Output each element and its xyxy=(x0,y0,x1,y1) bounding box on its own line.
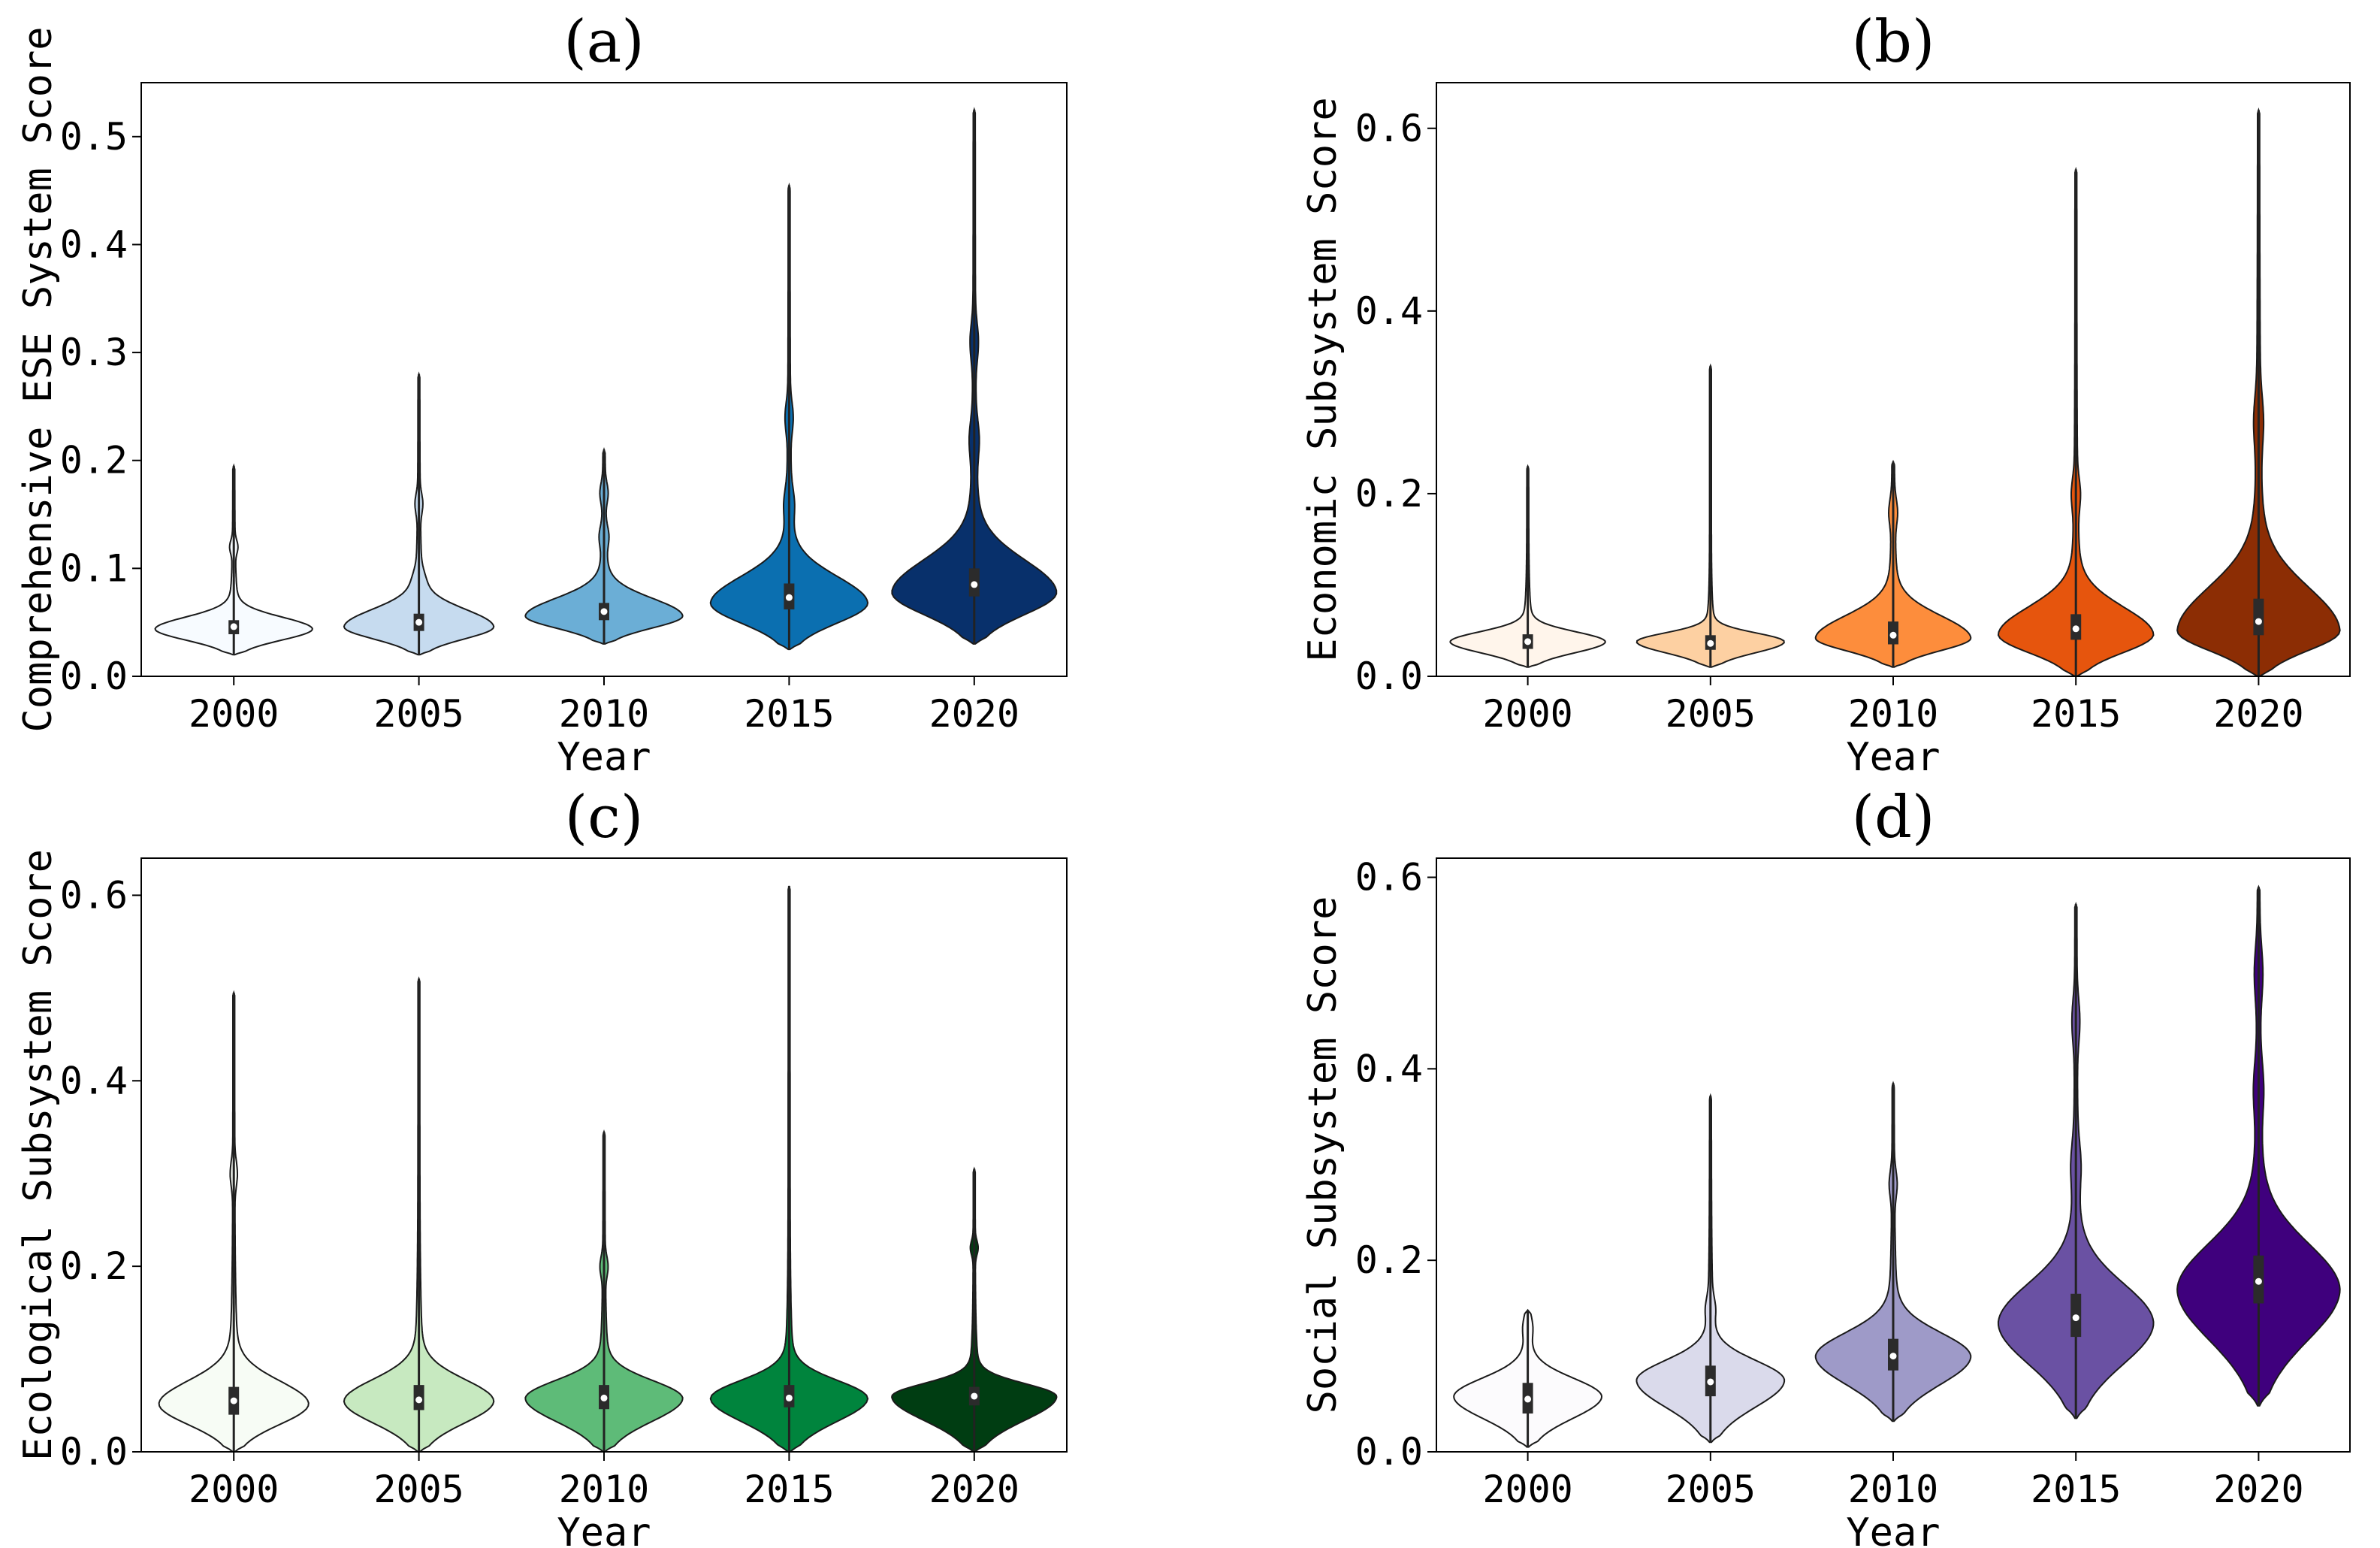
x-tick-label: 2010 xyxy=(559,1468,649,1511)
y-tick-label: 0.2 xyxy=(1355,1238,1423,1282)
median-marker-2020 xyxy=(971,1392,978,1400)
x-tick-label: 2000 xyxy=(1482,1468,1572,1511)
chart-panel-c: (c) 0.0 0.2 0.4 0.6 2000 2005 2010 2015 2020 Year E… xyxy=(16,784,1068,1548)
y-axis-label: Comprehensive ESE System Score xyxy=(16,26,61,732)
median-marker-2020 xyxy=(971,581,978,588)
y-axis-label: Social Subsystem Score xyxy=(1300,896,1346,1414)
iqr-box-2020 xyxy=(2253,598,2264,636)
chart-panel-d: (d) 0.0 0.2 0.4 0.6 2000 2005 2010 2015 2020 Year S… xyxy=(1300,784,2351,1548)
median-marker-2015 xyxy=(2072,1314,2079,1322)
median-marker-2020 xyxy=(2255,618,2262,625)
median-marker-2010 xyxy=(1889,1353,1897,1360)
median-marker-2005 xyxy=(415,618,423,626)
chart-title: (c) xyxy=(565,784,644,851)
y-tick-label: 0.4 xyxy=(1355,289,1423,333)
chart-title: (b) xyxy=(1852,8,1935,76)
y-tick-label: 0.4 xyxy=(60,222,128,266)
chart-panel-a: (a) 0.0 0.1 0.2 0.3 0.4 0.5 2000 2005 2010 2015 202… xyxy=(16,8,1068,780)
y-tick-label: 0.6 xyxy=(1355,855,1423,899)
y-axis-label: Economic Subsystem Score xyxy=(1300,97,1346,661)
y-tick-label: 0.0 xyxy=(60,1430,128,1474)
median-marker-2015 xyxy=(785,1394,793,1401)
x-tick-label: 2010 xyxy=(559,692,649,736)
median-marker-2005 xyxy=(415,1396,423,1404)
median-marker-2010 xyxy=(1889,631,1897,639)
median-marker-2000 xyxy=(1524,638,1532,646)
y-tick-label: 0.6 xyxy=(1355,107,1423,150)
x-axis-label: Year xyxy=(1846,1510,1940,1548)
x-tick-label: 2005 xyxy=(373,1468,464,1511)
x-axis-label: Year xyxy=(557,735,651,780)
median-marker-2010 xyxy=(600,1394,608,1401)
y-tick-label: 0.0 xyxy=(60,655,128,698)
chart-title: (a) xyxy=(563,8,644,76)
y-tick-label: 0.2 xyxy=(60,439,128,482)
x-axis-label: Year xyxy=(557,1510,651,1548)
median-marker-2015 xyxy=(785,594,793,601)
x-tick-label: 2020 xyxy=(2213,692,2303,736)
median-marker-2020 xyxy=(2255,1277,2262,1285)
y-tick-label: 0.6 xyxy=(60,873,128,917)
x-tick-label: 2000 xyxy=(1482,692,1572,736)
x-tick-label: 2000 xyxy=(189,692,279,736)
median-marker-2000 xyxy=(230,623,237,630)
y-tick-label: 0.2 xyxy=(1355,472,1423,515)
y-tick-label: 0.4 xyxy=(1355,1047,1423,1090)
median-marker-2005 xyxy=(1707,639,1714,647)
x-tick-label: 2000 xyxy=(189,1468,279,1511)
y-tick-label: 0.5 xyxy=(60,115,128,159)
y-tick-label: 0.1 xyxy=(60,546,128,590)
x-axis-label: Year xyxy=(1846,735,1940,780)
x-tick-label: 2015 xyxy=(744,692,834,736)
chart-title: (d) xyxy=(1852,784,1935,851)
y-axis-label: Ecological Subsystem Score xyxy=(16,849,61,1461)
y-tick-label: 0.0 xyxy=(1355,1430,1423,1474)
median-marker-2000 xyxy=(1524,1395,1532,1403)
x-tick-label: 2015 xyxy=(744,1468,834,1511)
median-marker-2010 xyxy=(600,608,608,615)
x-tick-label: 2020 xyxy=(929,1468,1019,1511)
median-marker-2005 xyxy=(1707,1378,1714,1386)
chart-panel-b: (b) 0.0 0.2 0.4 0.6 2000 2005 2010 2015 2020 Year E… xyxy=(1300,8,2351,780)
x-tick-label: 2010 xyxy=(1848,692,1938,736)
y-tick-label: 0.3 xyxy=(60,331,128,374)
median-marker-2000 xyxy=(230,1397,237,1404)
y-tick-label: 0.0 xyxy=(1355,655,1423,698)
y-tick-label: 0.2 xyxy=(60,1244,128,1288)
x-tick-label: 2010 xyxy=(1848,1468,1938,1511)
x-tick-label: 2015 xyxy=(2031,692,2121,736)
median-marker-2015 xyxy=(2072,625,2079,633)
x-tick-label: 2020 xyxy=(2213,1468,2303,1511)
x-tick-label: 2015 xyxy=(2031,1468,2121,1511)
x-tick-label: 2005 xyxy=(1666,1468,1756,1511)
y-tick-label: 0.4 xyxy=(60,1059,128,1102)
x-tick-label: 2005 xyxy=(1666,692,1756,736)
x-tick-label: 2005 xyxy=(373,692,464,736)
x-tick-label: 2020 xyxy=(929,692,1019,736)
